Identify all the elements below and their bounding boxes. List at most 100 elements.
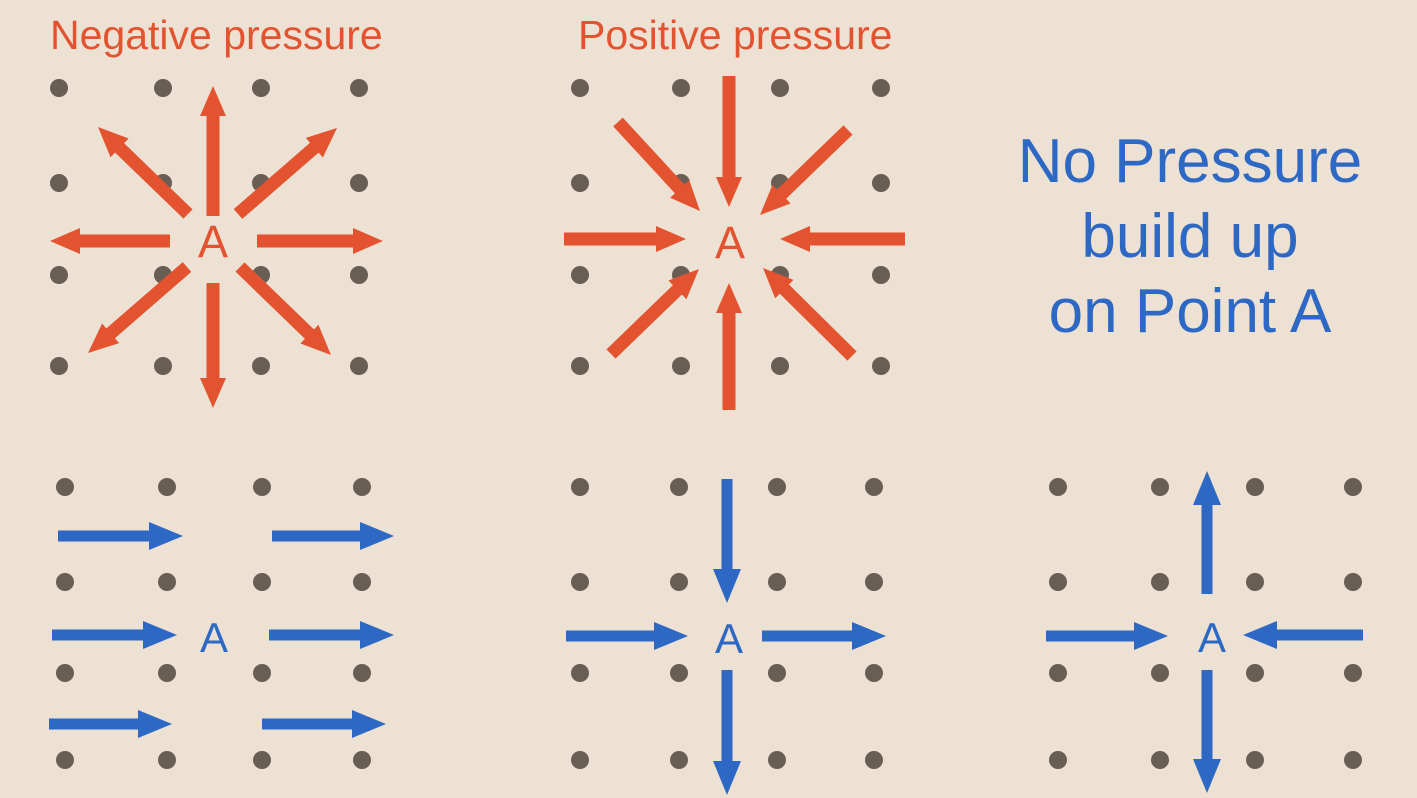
flow-arrow-head: [1193, 759, 1221, 793]
positive-pressure-title: Positive pressure: [578, 12, 893, 58]
grid-dot: [571, 266, 589, 284]
grid-dot: [353, 573, 371, 591]
flow-arrow-head: [656, 226, 686, 252]
grid-dot: [50, 357, 68, 375]
grid-dot: [158, 751, 176, 769]
grid-dot: [872, 266, 890, 284]
flow-arrow-head: [352, 710, 386, 738]
grid-dot: [571, 357, 589, 375]
flow-arrow-shaft: [235, 262, 317, 341]
grid-dot: [670, 664, 688, 682]
point-a-label: A: [715, 217, 745, 268]
grid-dot: [571, 573, 589, 591]
flow-arrow-shaft: [774, 125, 853, 201]
panel-flow-in-top-left-out-right-bottom: A: [566, 478, 886, 795]
grid-dot: [571, 751, 589, 769]
grid-dot: [50, 266, 68, 284]
grid-dot: [253, 751, 271, 769]
point-a-label: A: [200, 614, 228, 661]
grid-dot: [768, 478, 786, 496]
grid-dot: [252, 79, 270, 97]
grid-dot: [1151, 751, 1169, 769]
flow-arrow-head: [88, 323, 120, 353]
grid-dot: [768, 664, 786, 682]
grid-dot: [1344, 573, 1362, 591]
flow-arrow-head: [300, 324, 331, 355]
grid-dot: [1151, 664, 1169, 682]
point-a-label: A: [1198, 614, 1226, 661]
grid-dot: [672, 357, 690, 375]
grid-dot: [253, 573, 271, 591]
grid-dot: [158, 573, 176, 591]
grid-dot: [768, 751, 786, 769]
grid-dot: [571, 174, 589, 192]
grid-dot: [154, 79, 172, 97]
flow-arrow-head: [763, 268, 794, 299]
grid-dot: [571, 79, 589, 97]
panel-negative-pressure: A: [50, 79, 383, 408]
flow-arrow-head: [654, 622, 688, 650]
grid-dot: [56, 751, 74, 769]
grid-dot: [670, 573, 688, 591]
grid-dot: [865, 751, 883, 769]
flow-arrow-head: [780, 226, 810, 252]
grid-dot: [1049, 573, 1067, 591]
grid-dot: [350, 79, 368, 97]
flow-arrow-shaft: [233, 140, 321, 219]
headline-line-3: on Point A: [1048, 277, 1332, 346]
grid-dot: [1246, 478, 1264, 496]
grid-dot: [571, 664, 589, 682]
panel-flow-right: A: [49, 478, 394, 769]
grid-dot: [1049, 751, 1067, 769]
negative-pressure-title: Negative pressure: [50, 12, 383, 58]
grid-dot: [1246, 664, 1264, 682]
flow-arrow-head: [713, 569, 741, 603]
grid-dot: [872, 79, 890, 97]
flow-arrow-shaft: [606, 283, 685, 359]
grid-dot: [1049, 478, 1067, 496]
flow-arrow-head: [670, 180, 700, 211]
grid-dot: [158, 664, 176, 682]
grid-dot: [350, 266, 368, 284]
flow-arrow-head: [716, 283, 742, 313]
grid-dot: [865, 573, 883, 591]
grid-dot: [1246, 573, 1264, 591]
flow-arrow-head: [305, 128, 337, 158]
grid-dot: [350, 357, 368, 375]
flow-arrow-head: [1134, 622, 1168, 650]
flow-arrow-head: [50, 228, 80, 254]
grid-dot: [1151, 573, 1169, 591]
grid-dot: [672, 79, 690, 97]
flow-arrow-shaft: [613, 117, 687, 196]
grid-dot: [154, 357, 172, 375]
grid-dot: [50, 174, 68, 192]
grid-dot: [56, 478, 74, 496]
flow-arrow-head: [149, 522, 183, 550]
grid-dot: [771, 357, 789, 375]
flow-arrow-head: [143, 621, 177, 649]
flow-arrow-head: [98, 127, 129, 158]
grid-dot: [353, 751, 371, 769]
grid-dot: [253, 664, 271, 682]
no-pressure-headline: No Pressure build up on Point A: [1000, 124, 1380, 349]
flow-arrow-shaft: [777, 282, 857, 361]
grid-dot: [253, 478, 271, 496]
grid-dot: [872, 174, 890, 192]
grid-dot: [670, 478, 688, 496]
grid-dot: [1344, 664, 1362, 682]
flow-arrow-head: [360, 621, 394, 649]
headline-line-2: build up: [1081, 202, 1299, 271]
grid-dot: [1049, 664, 1067, 682]
grid-dot: [353, 478, 371, 496]
flow-arrow-shaft: [104, 262, 192, 341]
flow-arrow-head: [1193, 471, 1221, 505]
grid-dot: [252, 357, 270, 375]
grid-dot: [56, 573, 74, 591]
grid-dot: [571, 478, 589, 496]
flow-arrow-head: [852, 622, 886, 650]
grid-dot: [872, 357, 890, 375]
grid-dot: [771, 79, 789, 97]
grid-dot: [768, 573, 786, 591]
